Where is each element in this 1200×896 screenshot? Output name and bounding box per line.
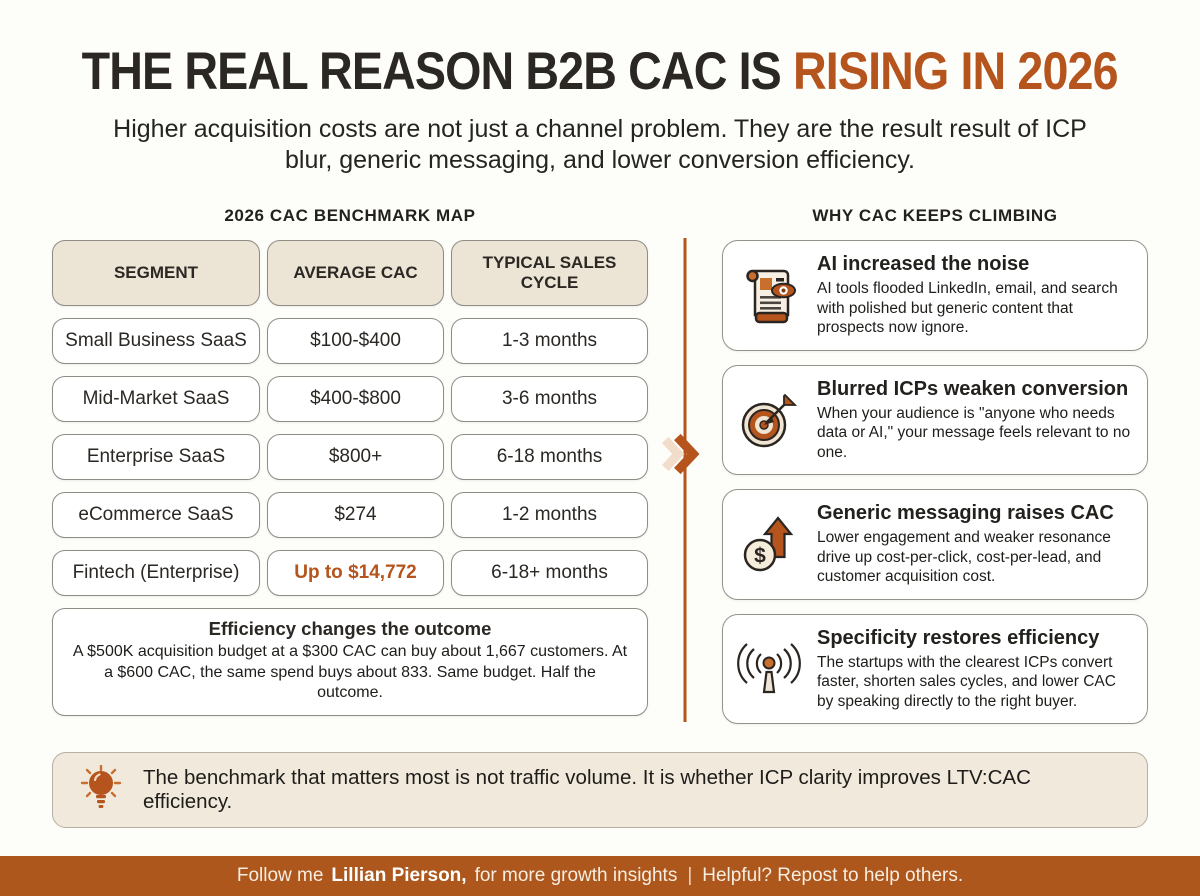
column-header-segment: SEGMENT [52,240,260,307]
table-cell-cycle: 6-18 months [451,434,648,481]
reason-card-body: When your audience is "anyone who needs … [817,404,1131,461]
scroll-eye-icon [735,263,803,327]
benchmark-section: 2026 CAC BENCHMARK MAP SEGMENT AVERAGE C… [52,206,648,724]
reason-card-specificity: Specificity restores efficiency The star… [722,613,1148,725]
main-content: 2026 CAC BENCHMARK MAP SEGMENT AVERAGE C… [0,206,1200,725]
reason-card-body: AI tools flooded LinkedIn, email, and se… [817,280,1118,337]
dollar-up-arrow-icon: $ [735,513,803,577]
page-title-accent: RISING IN 2026 [793,42,1119,101]
table-cell-segment: Enterprise SaaS [52,434,260,481]
table-cell-segment: Small Business SaaS [52,318,260,365]
benchmark-header: 2026 CAC BENCHMARK MAP [224,206,476,226]
footer-author-name[interactable]: Lillian Pierson, [331,865,467,886]
table-cell-segment: Mid-Market SaaS [52,376,260,423]
reason-card-text: Specificity restores efficiency The star… [817,627,1133,712]
reason-card-text: Generic messaging raises CAC Lower engag… [817,502,1133,587]
table-cell-cac: $100-$400 [267,318,444,365]
reasons-section: WHY CAC KEEPS CLIMBING [722,206,1148,725]
footer-bar: Follow me Lillian Pierson, for more grow… [0,856,1200,896]
takeaway-text: The benchmark that matters most is not t… [143,766,1031,814]
reason-card-text: Blurred ICPs weaken conversion When your… [817,378,1133,463]
table-cell-cac: Up to $14,772 [267,550,444,597]
reason-card-title: AI increased the noise [817,253,1030,276]
svg-text:$: $ [754,544,766,567]
reasons-header: WHY CAC KEEPS CLIMBING [812,206,1058,226]
reason-card-blurred-icps: Blurred ICPs weaken conversion When your… [722,364,1148,476]
reason-card-text: AI increased the noise AI tools flooded … [817,253,1133,338]
column-header-sales-cycle: TYPICAL SALES CYCLE [451,240,648,307]
reason-card-body: Lower engagement and weaker resonance dr… [817,529,1111,586]
takeaway-bar: The benchmark that matters most is not t… [52,752,1148,829]
reason-card-generic-messaging: $ Generic messaging raises CAC Lower eng… [722,489,1148,600]
table-cell-cycle: 1-3 months [451,318,648,365]
table-cell-segment: Fintech (Enterprise) [52,550,260,597]
target-arrow-icon [735,388,803,452]
footer-prefix: Follow me [236,865,324,886]
reason-card-title: Specificity restores efficiency [817,626,1100,649]
reason-card-ai-noise: AI increased the noise AI tools flooded … [722,240,1148,351]
table-cell-cycle: 3-6 months [451,376,648,423]
footer-middle: for more growth insights [474,865,678,886]
efficiency-note: Efficiency changes the outcome A $500K a… [52,608,648,716]
table-cell-cycle: 6-18+ months [451,550,648,597]
chevron-right-icon [658,424,704,489]
benchmark-table: SEGMENT AVERAGE CAC TYPICAL SALES CYCLE … [52,240,648,716]
page-title: THE REAL REASON B2B CAC IS RISING IN 202… [0,44,1200,100]
divider-line [683,238,687,723]
broadcast-antenna-icon [735,637,803,701]
header: THE REAL REASON B2B CAC IS RISING IN 202… [0,0,1200,176]
reason-card-title: Generic messaging raises CAC [817,502,1114,525]
page-subtitle: Higher acquisition costs are not just a … [113,114,1087,174]
column-header-average-cac: AVERAGE CAC [267,240,444,307]
table-cell-cac: $274 [267,492,444,539]
efficiency-note-title: Efficiency changes the outcome [208,618,492,640]
table-cell-cac: $400-$800 [267,376,444,423]
section-divider [648,206,722,724]
footer-cta: Helpful? Repost to help others. [702,865,964,886]
page-title-dark: THE REAL REASON B2B CAC IS [81,42,782,101]
reason-cards: AI increased the noise AI tools flooded … [722,240,1148,725]
reason-card-body: The startups with the clearest ICPs conv… [817,653,1116,710]
lightbulb-icon [79,765,123,815]
efficiency-note-body: A $500K acquisition budget at a $300 CAC… [72,643,628,702]
footer-separator: | [687,865,693,886]
table-cell-cycle: 1-2 months [451,492,648,539]
reason-card-title: Blurred ICPs weaken conversion [817,377,1129,400]
table-cell-cac: $800+ [267,434,444,481]
table-cell-segment: eCommerce SaaS [52,492,260,539]
